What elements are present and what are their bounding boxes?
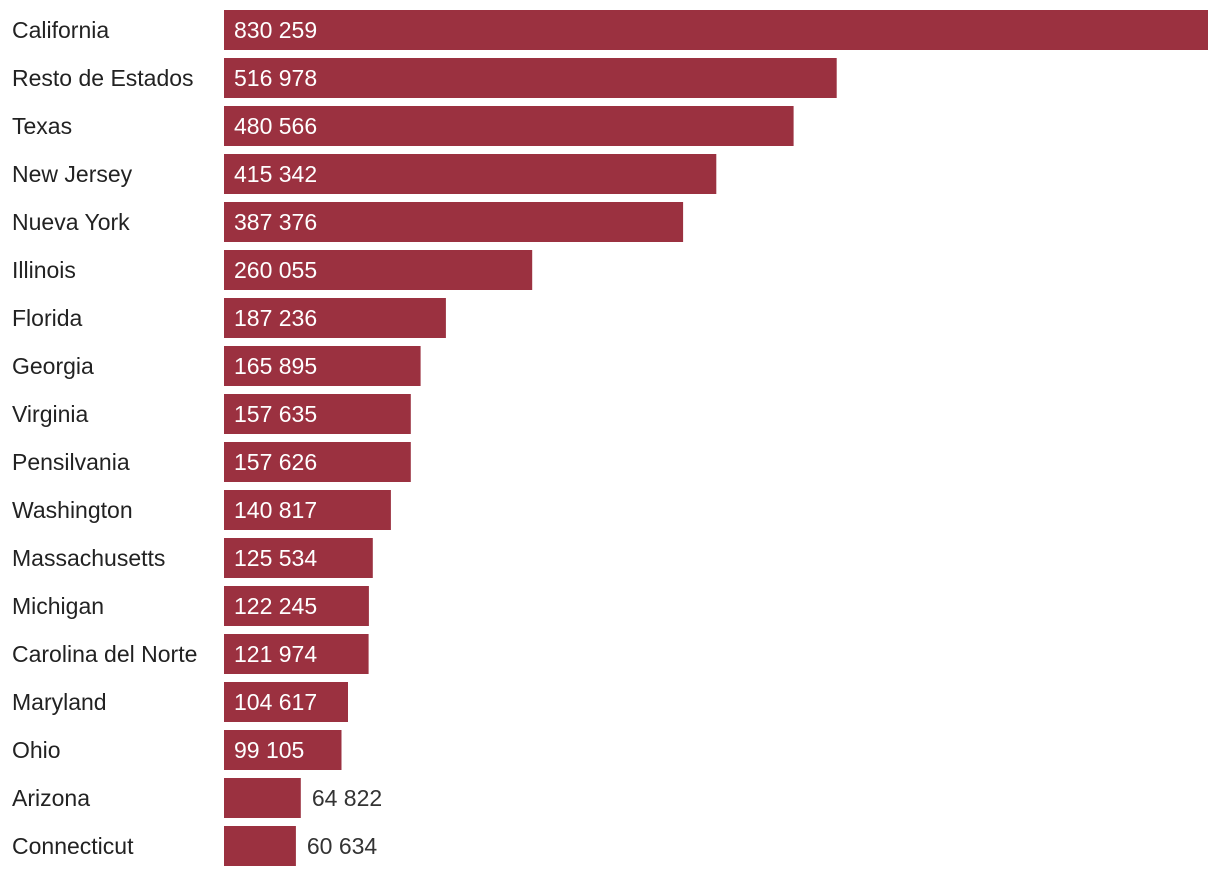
- category-label: California: [12, 17, 109, 43]
- bar: [224, 10, 1208, 50]
- bar: [224, 58, 837, 98]
- bar: [224, 634, 369, 674]
- bar: [224, 346, 421, 386]
- value-label: 260 055: [234, 257, 317, 283]
- category-label: Connecticut: [12, 833, 134, 859]
- bar: [224, 154, 717, 194]
- bar: [224, 826, 296, 866]
- value-label: 387 376: [234, 209, 317, 235]
- category-label: Ohio: [12, 737, 61, 763]
- value-label: 125 534: [234, 545, 317, 571]
- category-label: Florida: [12, 305, 83, 331]
- category-labels: California Resto de Estados Texas New Jerse…: [12, 17, 197, 859]
- category-label: Illinois: [12, 257, 76, 283]
- value-label: 121 974: [234, 641, 317, 667]
- value-labels: 830 259 516 978 480 566 415 342 387 376 260 0…: [234, 17, 382, 859]
- bar: [224, 730, 342, 770]
- category-label: New Jersey: [12, 161, 133, 187]
- value-label: 516 978: [234, 65, 317, 91]
- bar: [224, 202, 684, 242]
- category-label: Resto de Estados: [12, 65, 194, 91]
- bar: [224, 490, 391, 530]
- category-label: Carolina del Norte: [12, 641, 197, 667]
- value-label: 415 342: [234, 161, 317, 187]
- category-label: Washington: [12, 497, 133, 523]
- bar: [224, 298, 446, 338]
- category-label: Massachusetts: [12, 545, 165, 571]
- value-label: 64 822: [312, 785, 382, 811]
- category-label: Arizona: [12, 785, 90, 811]
- category-label: Georgia: [12, 353, 94, 379]
- category-label: Maryland: [12, 689, 107, 715]
- bars: [224, 10, 1208, 866]
- category-label: Virginia: [12, 401, 88, 427]
- value-label: 480 566: [234, 113, 317, 139]
- value-label: 99 105: [234, 737, 304, 763]
- bar: [224, 778, 301, 818]
- value-label: 60 634: [307, 833, 378, 859]
- bar: [224, 682, 348, 722]
- bar: [224, 250, 533, 290]
- category-label: Nueva York: [12, 209, 130, 235]
- value-label: 187 236: [234, 305, 317, 331]
- category-label: Texas: [12, 113, 72, 139]
- bar: [224, 442, 411, 482]
- value-label: 157 626: [234, 449, 317, 475]
- category-label: Michigan: [12, 593, 104, 619]
- bar: [224, 586, 369, 626]
- value-label: 140 817: [234, 497, 317, 523]
- value-label: 165 895: [234, 353, 317, 379]
- bar: [224, 538, 373, 578]
- value-label: 104 617: [234, 689, 317, 715]
- value-label: 157 635: [234, 401, 317, 427]
- bar: [224, 394, 411, 434]
- value-label: 830 259: [234, 17, 317, 43]
- category-label: Pensilvania: [12, 449, 130, 475]
- value-label: 122 245: [234, 593, 317, 619]
- bar: [224, 106, 794, 146]
